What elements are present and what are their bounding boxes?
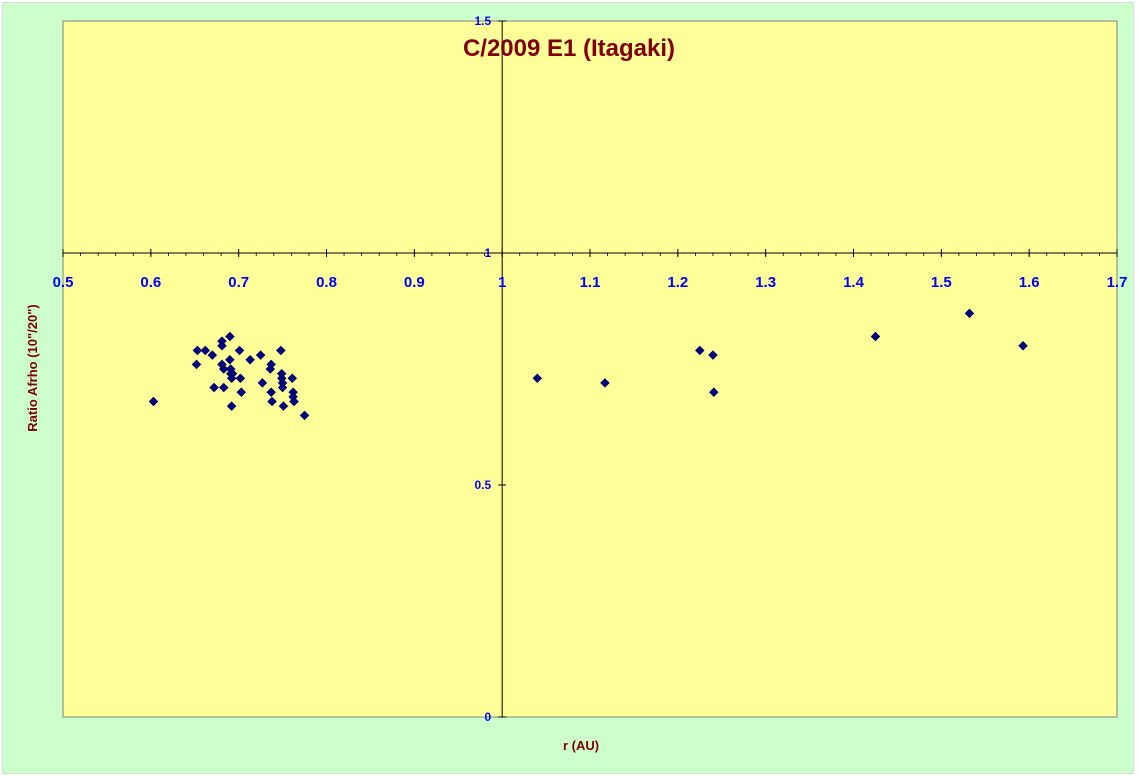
- data-point: [600, 378, 610, 388]
- y-tick-label: 0: [484, 710, 491, 724]
- data-point: [532, 373, 543, 384]
- x-tick-label: 1.7: [1107, 274, 1128, 291]
- data-point: [266, 387, 277, 398]
- data-point: [207, 350, 218, 360]
- data-point: [275, 345, 286, 356]
- plot-area: [62, 20, 1118, 718]
- data-point: [245, 354, 255, 365]
- data-point: [236, 387, 247, 398]
- x-tick-label: 0.7: [228, 274, 249, 291]
- x-tick-label: 0.5: [53, 274, 74, 291]
- data-point: [266, 359, 277, 370]
- x-tick-label: 1.5: [931, 274, 952, 291]
- data-point: [278, 401, 289, 411]
- data-point: [192, 345, 203, 356]
- x-tick-label: 1.1: [580, 274, 601, 291]
- data-point: [235, 373, 246, 384]
- x-tick-label: 0.9: [404, 274, 425, 291]
- data-point: [289, 396, 299, 407]
- data-point: [209, 382, 219, 393]
- data-point: [191, 359, 202, 370]
- data-point: [225, 331, 235, 342]
- data-point: [200, 345, 211, 356]
- data-point: [226, 401, 237, 411]
- data-point: [148, 396, 159, 407]
- x-tick-label: 1.3: [755, 274, 776, 291]
- data-point: [299, 410, 310, 421]
- data-point: [1018, 340, 1028, 351]
- tick-labels: 0.5 0.6 0.7 0.8 0.9 1 1.1 1.2 1.3 1.4 1.5 1.6 1.7 0 0.…: [53, 14, 1128, 724]
- data-point: [257, 378, 268, 388]
- data-point: [225, 354, 235, 365]
- x-tick-label: 1: [498, 274, 506, 291]
- y-tick-label: 0.5: [474, 478, 491, 492]
- data-point: [694, 345, 705, 356]
- data-point: [870, 331, 881, 342]
- x-tick-label: 1.2: [667, 274, 688, 291]
- data-point: [218, 364, 229, 374]
- x-tick-label: 0.6: [140, 274, 161, 291]
- data-point: [234, 345, 245, 356]
- ticks: [62, 20, 1118, 718]
- data-point: [265, 364, 276, 374]
- data-point: [708, 350, 718, 360]
- data-point: [227, 368, 238, 379]
- data-point: [267, 396, 277, 407]
- x-tick-label: 1.6: [1019, 274, 1040, 291]
- data-point: [708, 387, 719, 398]
- data-point: [218, 382, 229, 393]
- x-axis-title: r (AU): [563, 738, 599, 753]
- y-axis-title: Ratio Afrho (10"/20"): [25, 304, 40, 431]
- y-tick-label: 1.5: [474, 14, 491, 28]
- data-point: [277, 382, 288, 393]
- data-point: [287, 373, 298, 384]
- data-point: [964, 308, 975, 319]
- x-tick-label: 0.8: [316, 274, 337, 291]
- data-points: [148, 308, 1028, 421]
- data-point: [217, 336, 227, 347]
- chart-title: C/2009 E1 (Itagaki): [463, 35, 675, 62]
- x-tick-label: 1.4: [843, 274, 865, 291]
- y-tick-label: 1: [484, 246, 491, 260]
- data-point: [255, 350, 266, 360]
